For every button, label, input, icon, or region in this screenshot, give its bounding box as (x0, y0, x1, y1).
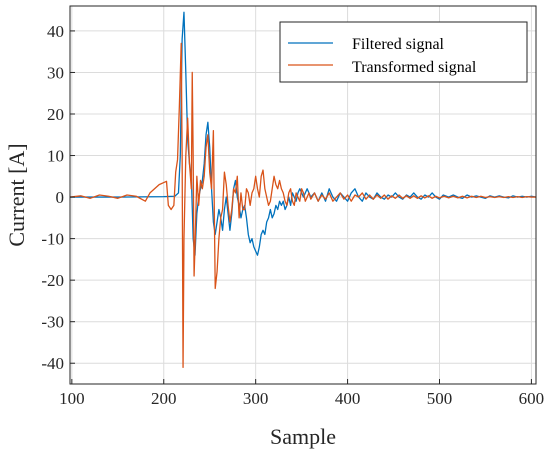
y-tick-label: -30 (41, 313, 64, 332)
x-tick-label: 300 (243, 389, 269, 408)
legend: Filtered signal Transformed signal (279, 21, 528, 83)
legend-label-transformed-signal: Transformed signal (352, 59, 477, 76)
legend-box (279, 21, 528, 83)
x-tick-label: 100 (59, 389, 85, 408)
y-tick-label: 30 (47, 63, 64, 82)
x-tick-label: 500 (427, 389, 453, 408)
series-line-filtered-signal (70, 11, 536, 256)
x-axis-label: Sample (270, 424, 336, 449)
y-tick-label: -10 (41, 230, 64, 249)
legend-label-filtered-signal: Filtered signal (352, 36, 445, 53)
y-tick-label: 20 (47, 105, 64, 124)
y-tick-label: -40 (41, 354, 64, 373)
plot-frame (69, 5, 537, 385)
plot-series (70, 11, 536, 369)
y-tick-label: 40 (47, 22, 64, 41)
x-tick-label: 600 (519, 389, 545, 408)
y-axis-label: Current [A] (4, 143, 29, 246)
x-tick-label: 400 (335, 389, 361, 408)
y-tick-label: 0 (56, 188, 65, 207)
ticks: 100 200 300 400 500 600 -40 -30 -20 -10 0 10 20 30 40 (41, 22, 544, 408)
y-tick-label: 10 (47, 147, 64, 166)
x-tick-label: 200 (151, 389, 177, 408)
series-line-transformed-signal (70, 42, 536, 369)
y-tick-label: -20 (41, 271, 64, 290)
